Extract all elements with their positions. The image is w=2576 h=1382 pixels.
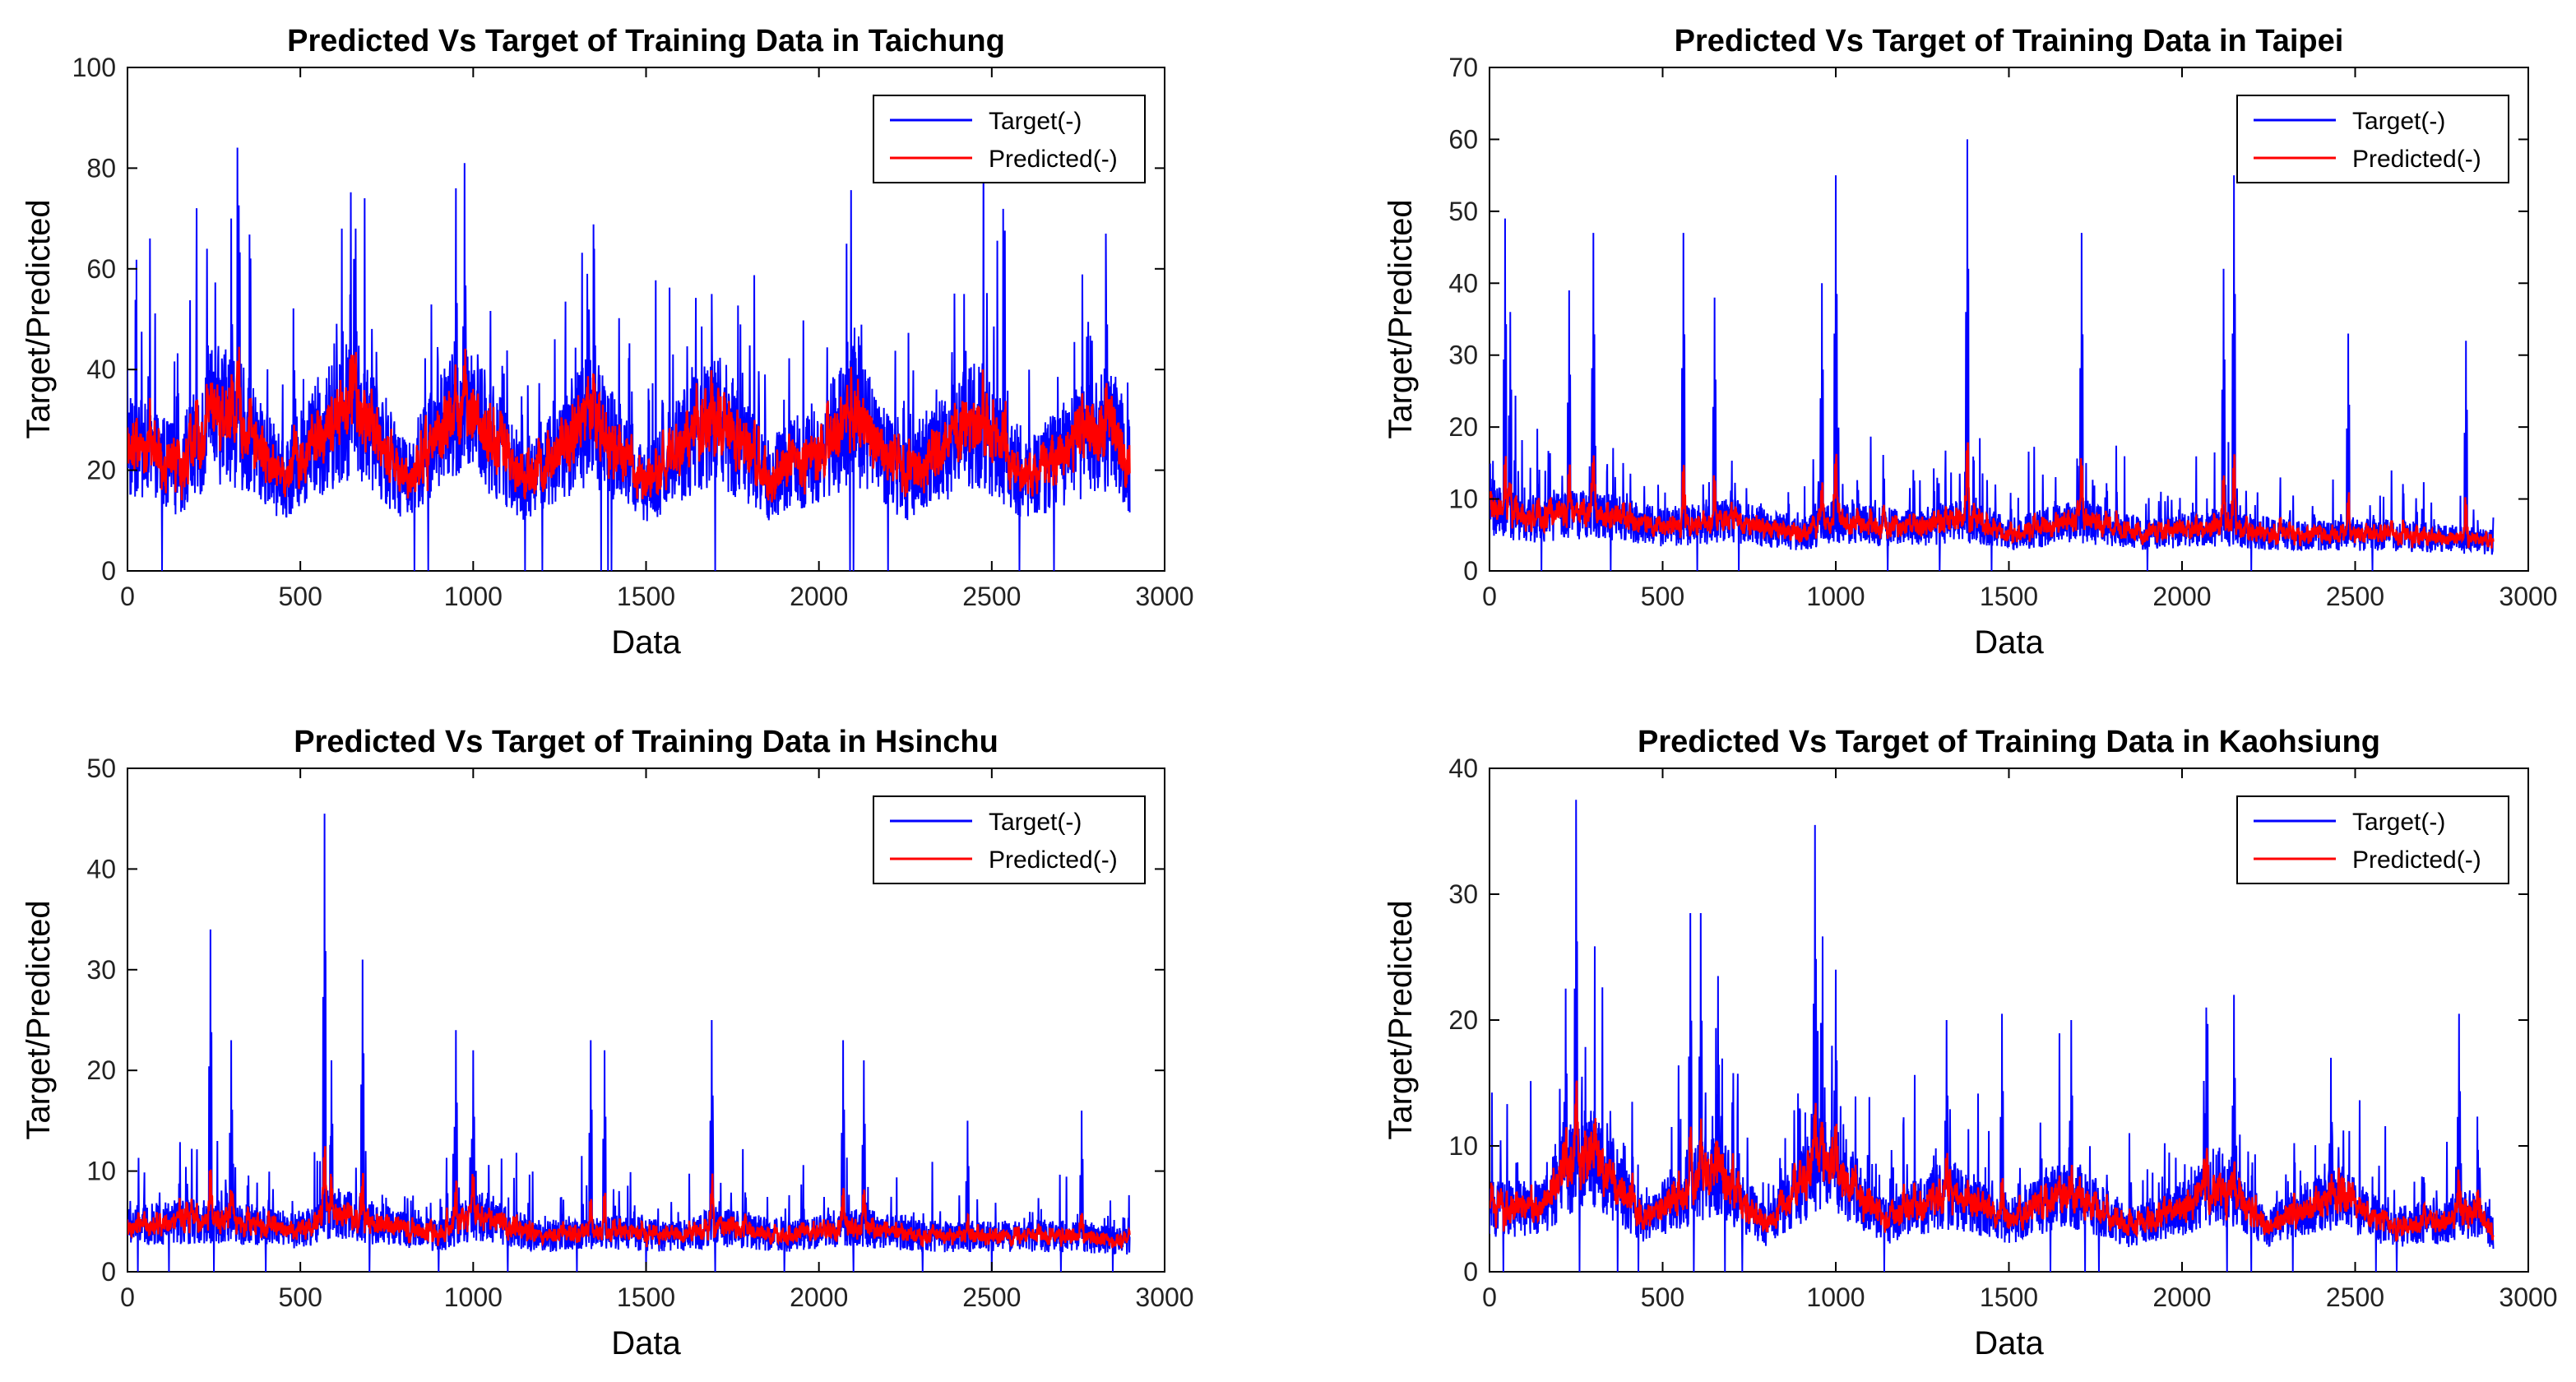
y-axis-label: Target/Predicted [1383, 900, 1419, 1139]
y-tick-label: 60 [86, 254, 116, 284]
x-tick-label: 1000 [444, 1282, 503, 1312]
legend-box [2236, 795, 2509, 884]
x-tick-label: 1500 [617, 1282, 675, 1312]
y-tick-label: 0 [101, 1257, 116, 1287]
legend-label-target: Target(-) [989, 809, 1082, 836]
x-tick-label: 0 [1482, 1282, 1497, 1312]
legend-label-predicted: Predicted(-) [989, 146, 1118, 173]
x-tick-label: 3000 [1135, 582, 1193, 611]
x-tick-label: 500 [1641, 582, 1684, 611]
x-tick-label: 0 [1482, 582, 1497, 611]
legend: Target(-) Predicted(-) [2236, 795, 2509, 884]
x-tick-label: 1000 [1806, 582, 1865, 611]
x-tick-label: 2500 [962, 1282, 1021, 1312]
y-axis-label: Target/Predicted [1383, 199, 1419, 438]
x-axis-label: Data [1974, 1325, 2044, 1361]
x-axis-label: Data [611, 624, 681, 661]
y-tick-label: 0 [101, 556, 116, 586]
x-axis-label: Data [1974, 624, 2044, 661]
y-tick-label: 70 [1448, 53, 1478, 82]
y-tick-label: 30 [86, 955, 116, 985]
x-tick-label: 1500 [1980, 582, 2038, 611]
y-tick-label: 20 [1448, 412, 1478, 442]
series-line-predicted [1490, 442, 2495, 549]
legend-label-predicted: Predicted(-) [2352, 846, 2481, 874]
chart-title: Predicted Vs Target of Training Data in … [294, 725, 998, 759]
x-tick-label: 0 [120, 1282, 135, 1312]
y-axis-label: Target/Predicted [21, 199, 57, 438]
series-line-target [1490, 800, 2495, 1272]
legend-label-predicted: Predicted(-) [2352, 146, 2481, 173]
y-tick-label: 20 [86, 1055, 116, 1085]
legend-box [2236, 95, 2509, 183]
legend-label-target: Target(-) [2352, 809, 2445, 836]
y-tick-label: 60 [1448, 124, 1478, 154]
legend-box [873, 795, 1146, 884]
x-tick-label: 3000 [2499, 1282, 2557, 1312]
x-tick-label: 0 [120, 582, 135, 611]
y-tick-label: 40 [1448, 268, 1478, 298]
x-tick-label: 2500 [962, 582, 1021, 611]
chart-panel-4: Predicted Vs Target of Training Data in … [1383, 725, 2558, 1361]
y-tick-label: 10 [1448, 485, 1478, 514]
y-tick-label: 50 [86, 754, 116, 783]
chart-title: Predicted Vs Target of Training Data in … [1638, 725, 2380, 759]
x-tick-label: 2000 [2152, 1282, 2211, 1312]
x-tick-label: 500 [1641, 1282, 1684, 1312]
chart-panel-3: Predicted Vs Target of Training Data in … [21, 725, 1194, 1361]
legend: Target(-) Predicted(-) [873, 795, 1146, 884]
x-tick-label: 500 [278, 582, 322, 611]
y-tick-label: 100 [72, 53, 116, 82]
x-tick-label: 2000 [790, 582, 848, 611]
legend-label-predicted: Predicted(-) [989, 846, 1118, 874]
y-tick-label: 20 [1448, 1005, 1478, 1035]
x-tick-label: 1500 [617, 582, 675, 611]
y-tick-label: 30 [1448, 341, 1478, 370]
x-tick-label: 1000 [1806, 1282, 1865, 1312]
chart-panel-1: Predicted Vs Target of Training Data in … [21, 24, 1194, 661]
y-tick-label: 40 [86, 355, 116, 384]
x-tick-label: 1500 [1980, 1282, 2038, 1312]
x-tick-label: 3000 [2499, 582, 2557, 611]
y-tick-label: 0 [1463, 1257, 1478, 1287]
x-tick-label: 1000 [444, 582, 503, 611]
y-tick-label: 50 [1448, 197, 1478, 226]
legend-label-target: Target(-) [989, 108, 1082, 135]
y-tick-label: 10 [1448, 1131, 1478, 1161]
y-tick-label: 30 [1448, 879, 1478, 909]
y-tick-label: 80 [86, 153, 116, 183]
chart-title: Predicted Vs Target of Training Data in … [287, 24, 1005, 58]
legend-label-target: Target(-) [2352, 108, 2445, 135]
x-axis-label: Data [611, 1325, 681, 1361]
legend-box [873, 95, 1146, 183]
series-line-predicted [1490, 1080, 2495, 1243]
x-tick-label: 500 [278, 1282, 322, 1312]
legend: Target(-) Predicted(-) [2236, 95, 2509, 183]
x-tick-label: 2500 [2326, 582, 2384, 611]
chart-panel-2: Predicted Vs Target of Training Data in … [1383, 24, 2558, 661]
y-axis-label: Target/Predicted [21, 900, 57, 1139]
x-tick-label: 2000 [2152, 582, 2211, 611]
y-tick-label: 40 [1448, 754, 1478, 783]
x-tick-label: 2000 [790, 1282, 848, 1312]
legend: Target(-) Predicted(-) [873, 95, 1146, 183]
y-tick-label: 10 [86, 1157, 116, 1186]
chart-title: Predicted Vs Target of Training Data in … [1675, 24, 2344, 58]
series-line-predicted [127, 1146, 1131, 1249]
series-line-predicted [127, 346, 1131, 503]
y-tick-label: 40 [86, 854, 116, 883]
x-tick-label: 2500 [2326, 1282, 2384, 1312]
x-tick-label: 3000 [1135, 1282, 1193, 1312]
y-tick-label: 0 [1463, 556, 1478, 586]
y-tick-label: 20 [86, 456, 116, 485]
